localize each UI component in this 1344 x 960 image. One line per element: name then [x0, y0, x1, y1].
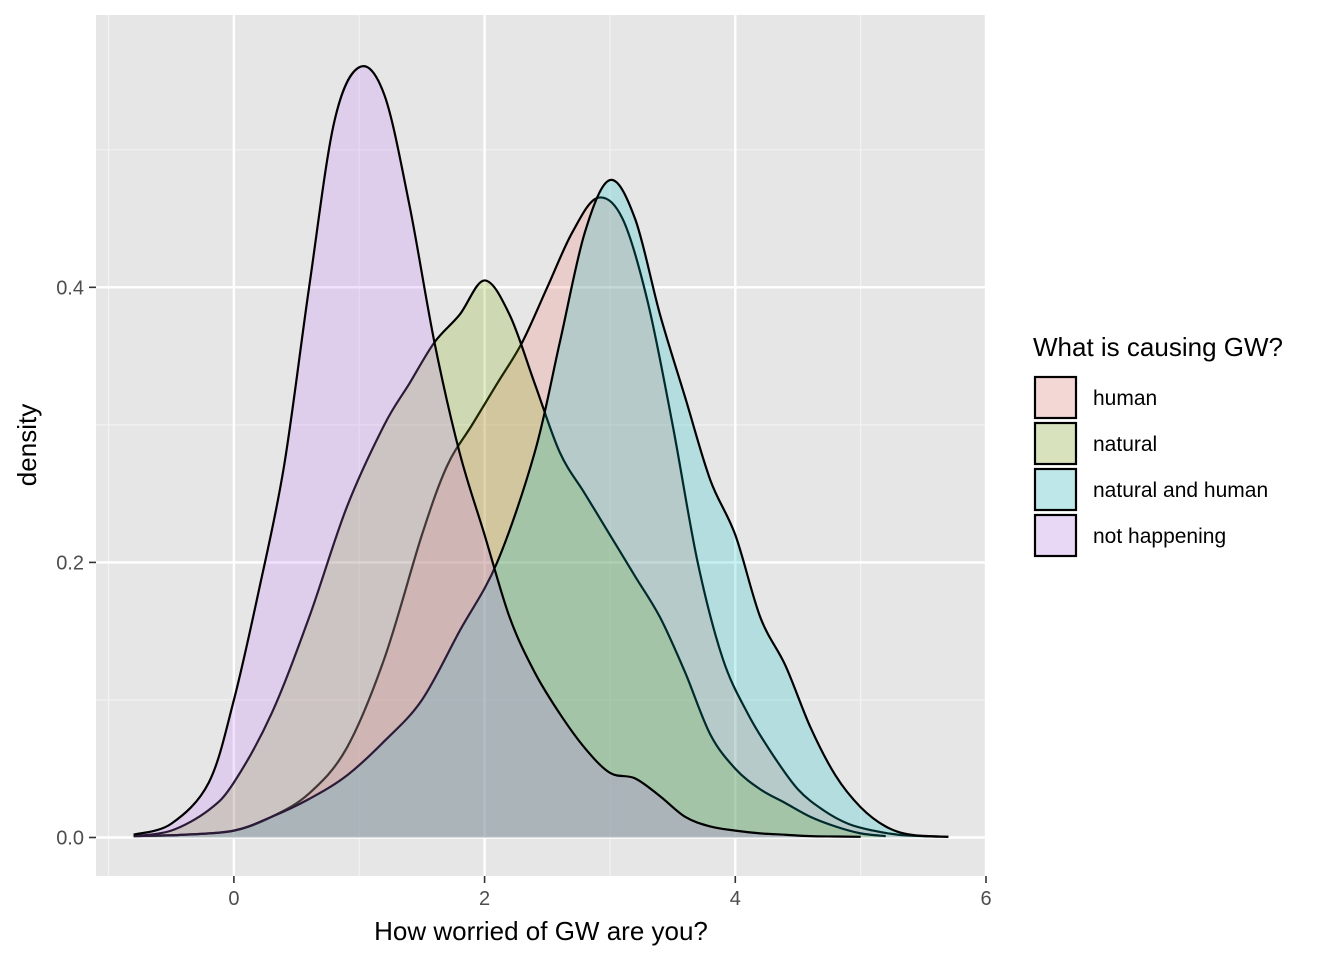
density-area-1	[133, 280, 886, 838]
density-line-2	[133, 178, 949, 838]
legend-title: What is causing GW?	[1033, 332, 1283, 362]
x-axis: 0 2 4 6	[228, 876, 992, 910]
y-axis: 0.0 0.2 0.4	[56, 277, 96, 849]
density-line-1	[133, 279, 886, 838]
density-area-3	[133, 66, 861, 838]
y-tick-label: 0.4	[56, 277, 84, 299]
legend-label: human	[1093, 387, 1157, 410]
legend-label: natural	[1093, 433, 1157, 456]
legend-key-bg	[1034, 514, 1077, 557]
legend-label: natural and human	[1093, 479, 1268, 502]
legend-key-bg	[1034, 422, 1077, 465]
legend-label: not happening	[1093, 525, 1226, 548]
legend-swatch	[1033, 421, 1078, 466]
legend-key-bg	[1034, 376, 1077, 419]
x-tick-label: 6	[980, 888, 991, 910]
x-tick-label: 0	[228, 888, 239, 910]
legend-swatch	[1033, 375, 1078, 420]
y-tick-label: 0.2	[56, 552, 84, 574]
density-line-3	[133, 65, 861, 838]
x-axis-title: How worried of GW are you?	[374, 916, 708, 946]
x-tick-label: 4	[730, 888, 741, 910]
legend-swatch	[1033, 467, 1078, 512]
legend-swatch	[1033, 513, 1078, 558]
legend-key-bg	[1034, 468, 1077, 511]
y-axis-title: density	[12, 404, 42, 486]
density-area-2	[133, 179, 949, 838]
x-tick-label: 2	[479, 888, 490, 910]
plot-panel	[96, 15, 986, 876]
density-area-0	[133, 197, 949, 838]
density-line-0	[133, 196, 949, 838]
y-tick-label: 0.0	[56, 827, 84, 849]
legend: What is causing GW? human natural natural …	[1033, 332, 1283, 558]
density-areas	[133, 65, 949, 838]
